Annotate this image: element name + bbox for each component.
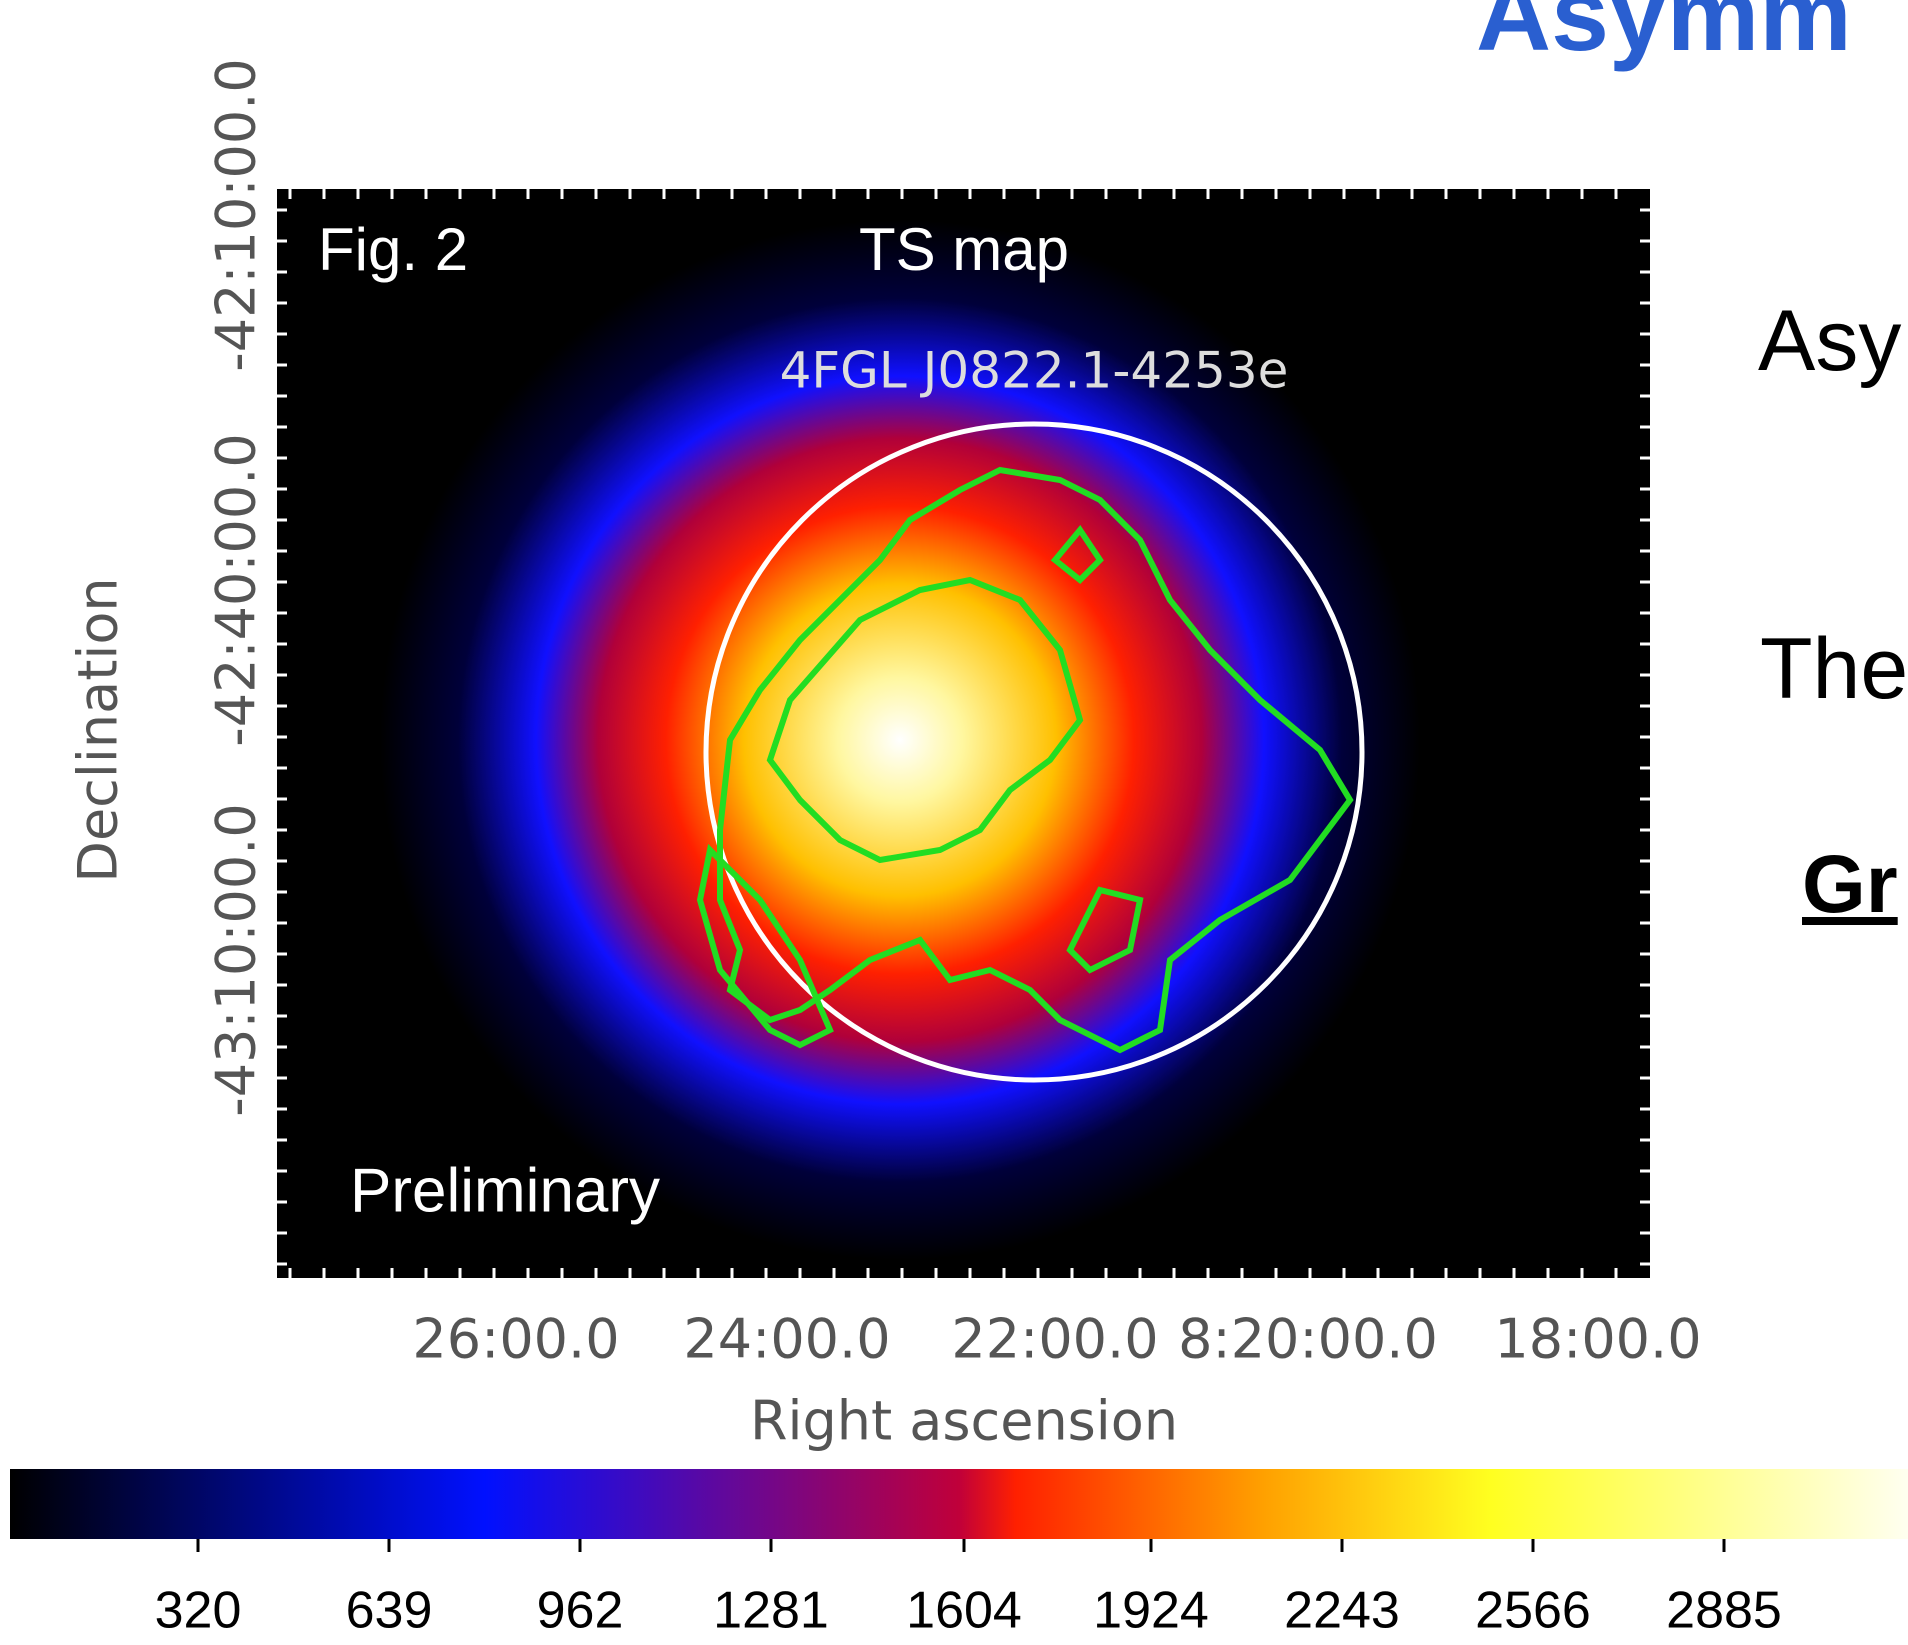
y-tick-label: -42:10:00.0 bbox=[205, 58, 268, 372]
figure-title: TS map bbox=[859, 216, 1069, 283]
colorbar-tick-label: 320 bbox=[155, 1582, 242, 1640]
x-tick-label: 8:20:00.0 bbox=[1178, 1308, 1438, 1371]
y-tick-label: -42:40:00.0 bbox=[205, 433, 268, 747]
colorbar-tick-label: 1604 bbox=[906, 1582, 1022, 1640]
colorbar-tick-label: 1281 bbox=[713, 1582, 829, 1640]
x-tick-label: 18:00.0 bbox=[1494, 1308, 1701, 1371]
y-axis-label: Declination bbox=[67, 577, 130, 882]
figure: Fig. 2 TS map 4FGL J0822.1-4253e Prelimi… bbox=[0, 0, 1908, 1645]
figure-label: Fig. 2 bbox=[318, 216, 468, 283]
x-axis-label: Right ascension bbox=[750, 1390, 1178, 1453]
colorbar-tick-label: 2243 bbox=[1284, 1582, 1400, 1640]
colorbar-tick-label: 2566 bbox=[1475, 1582, 1591, 1640]
colorbar-tick-label: 962 bbox=[537, 1582, 624, 1640]
page: Asymm Asy The Gr Fig. bbox=[0, 0, 1908, 1645]
source-name: 4FGL J0822.1-4253e bbox=[780, 342, 1289, 400]
colorbar-tick-label: 1924 bbox=[1093, 1582, 1209, 1640]
colorbar bbox=[10, 1469, 1908, 1539]
colorbar-tick-label: 639 bbox=[346, 1582, 433, 1640]
preliminary-note: Preliminary bbox=[350, 1156, 660, 1225]
colorbar-tick-label: 2885 bbox=[1666, 1582, 1782, 1640]
x-tick-label: 26:00.0 bbox=[412, 1308, 619, 1371]
x-tick-label: 24:00.0 bbox=[683, 1308, 890, 1371]
x-tick-label: 22:00.0 bbox=[951, 1308, 1158, 1371]
y-tick-label: -43:10:00.0 bbox=[205, 803, 268, 1117]
